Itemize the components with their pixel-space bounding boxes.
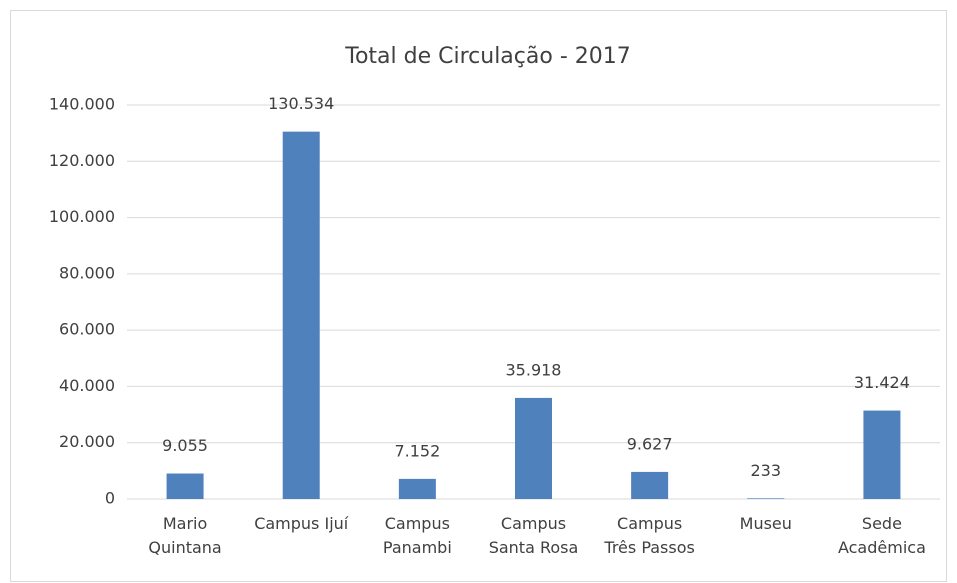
y-tick-label: 60.000 (59, 320, 115, 339)
y-tick-label: 80.000 (59, 263, 115, 282)
data-label: 35.918 (506, 360, 562, 379)
x-tick-label: Campus Ijuí (254, 514, 349, 533)
bar (282, 131, 320, 500)
y-tick-label: 40.000 (59, 376, 115, 395)
bar (631, 471, 669, 499)
chart-title: Total de Circulação - 2017 (344, 44, 630, 69)
x-tick-label: Campus Santa Rosa (488, 514, 579, 557)
data-label: 31.424 (854, 373, 910, 392)
bar (398, 478, 436, 499)
chart-border (10, 10, 947, 582)
bar (863, 410, 901, 499)
data-label: 9.627 (627, 434, 673, 453)
x-tick-label: Campus Panambi (382, 514, 452, 557)
x-tick-label: Museu (739, 514, 792, 533)
x-tick-label: Mario Quintana (148, 514, 222, 557)
data-label: 130.534 (268, 94, 334, 113)
bar (747, 498, 785, 499)
y-tick-label: 0 (105, 489, 115, 508)
y-tick-label: 100.000 (49, 207, 115, 226)
bar (166, 473, 204, 499)
bar (515, 397, 552, 499)
x-tick-label: Sede Acadêmica (837, 514, 926, 557)
data-label: 7.152 (394, 441, 440, 460)
data-label: 9.055 (162, 436, 208, 455)
y-tick-label: 20.000 (59, 432, 115, 451)
y-tick-label: 120.000 (49, 151, 115, 170)
y-tick-label: 140.000 (49, 95, 115, 114)
data-label: 233 (751, 461, 782, 480)
x-tick-label: Campus Três Passos (604, 514, 695, 557)
